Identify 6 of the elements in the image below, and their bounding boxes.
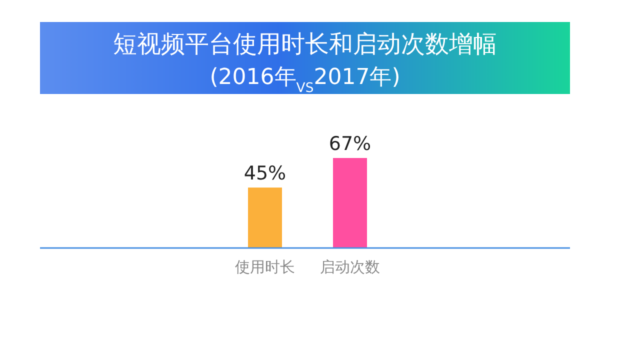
x-tick-label: 启动次数	[320, 258, 380, 276]
x-tick-label: 使用时长	[235, 258, 295, 276]
chart-subtitle: (2016年$_{VS}$2017年)	[210, 65, 400, 96]
data-label: 45%	[244, 162, 286, 185]
chart-title: 短视频平台使用时长和启动次数增幅	[113, 30, 497, 58]
data-label: 67%	[328, 133, 372, 155]
